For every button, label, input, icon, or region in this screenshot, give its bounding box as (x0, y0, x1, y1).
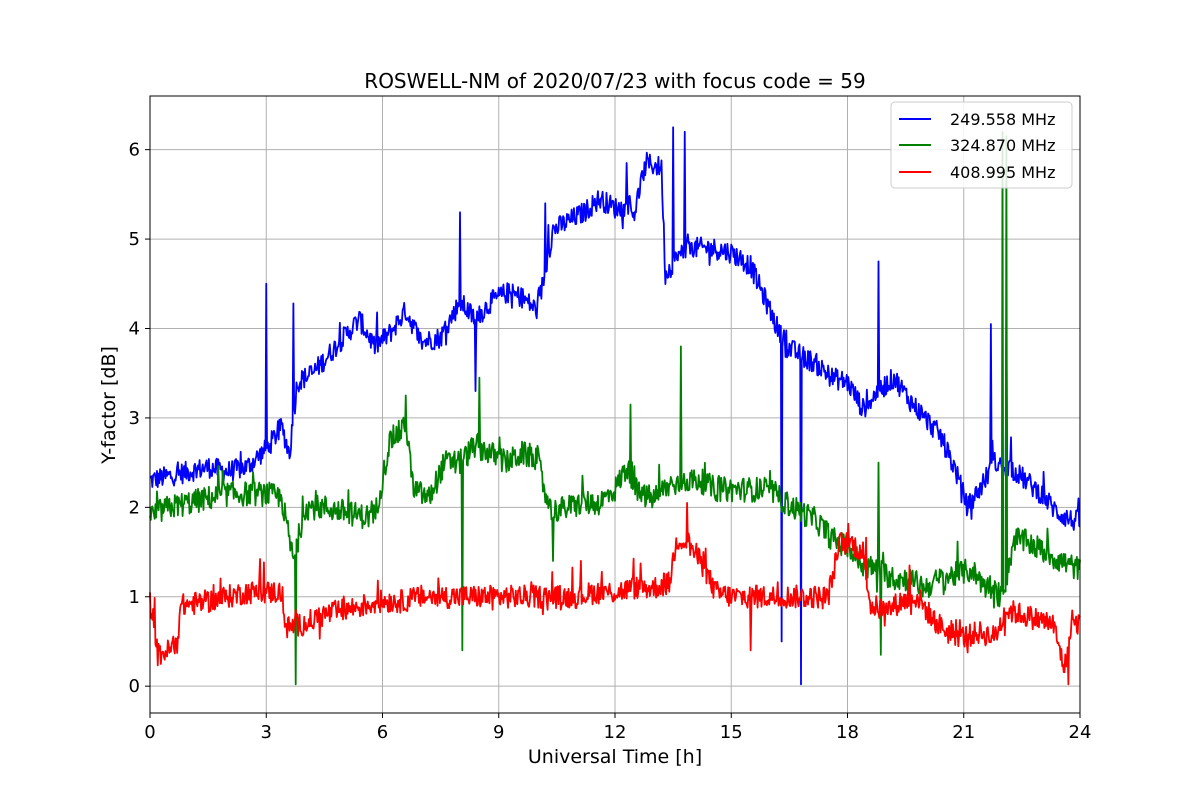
chart-title: ROSWELL-NM of 2020/07/23 with focus code… (364, 69, 865, 93)
y-tick-label: 2 (129, 497, 140, 518)
y-tick-label: 3 (129, 408, 140, 429)
series-line (149, 126, 1081, 686)
x-tick-label: 24 (1069, 722, 1092, 743)
x-tick-label: 6 (377, 722, 388, 743)
x-tick-label: 21 (952, 722, 975, 743)
y-axis-label: Y-factor [dB] (98, 346, 120, 465)
y-tick-label: 0 (129, 676, 140, 697)
series-line (149, 501, 1081, 686)
x-tick-label: 3 (261, 722, 272, 743)
legend-label-408: 408.995 MHz (950, 163, 1055, 182)
y-tick-label: 6 (129, 140, 140, 161)
x-tick-label: 0 (144, 722, 155, 743)
legend-box (890, 101, 1073, 189)
y-tick-label: 4 (129, 318, 140, 339)
x-tick-label: 18 (836, 722, 859, 743)
series-line (149, 130, 1081, 686)
y-tick-label: 1 (129, 587, 140, 608)
legend-label-324: 324.870 MHz (950, 136, 1055, 155)
y-tick-label: 5 (129, 229, 140, 250)
legend-label-249: 249.558 MHz (950, 110, 1055, 129)
x-tick-label: 12 (604, 722, 627, 743)
series-lines (149, 126, 1081, 686)
x-axis-label: Universal Time [h] (528, 746, 702, 768)
x-tick-label: 15 (720, 722, 743, 743)
x-tick-label: 9 (493, 722, 504, 743)
legend: 249.558 MHz 324.870 MHz 408.995 MHz (890, 101, 1073, 189)
